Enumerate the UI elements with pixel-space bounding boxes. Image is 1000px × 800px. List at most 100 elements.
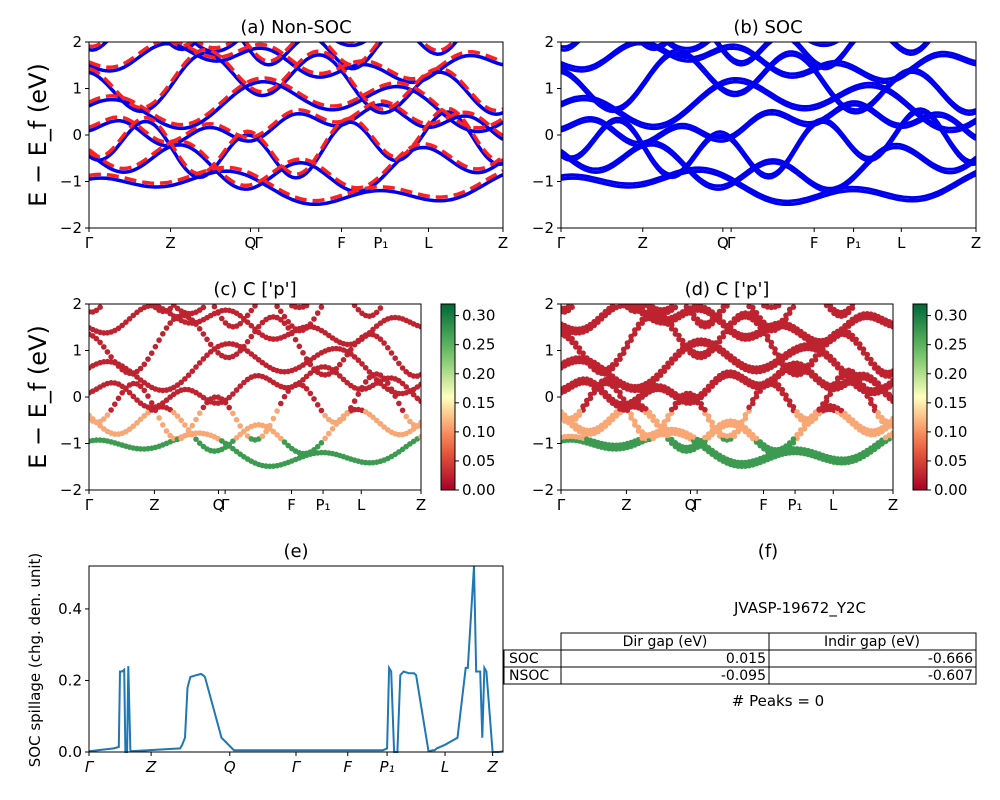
projected-point (314, 402, 321, 408)
projected-point (303, 373, 310, 380)
projected-point (337, 373, 343, 379)
projected-point (399, 365, 406, 371)
projected-point (303, 304, 310, 309)
panel-b-ticks: 210−1−2Γ Z QΓ F P₁ L Z (532, 33, 981, 252)
colorbar-tick-label: 0.20 (462, 365, 495, 383)
projected-point (219, 315, 225, 322)
projected-point (348, 405, 354, 411)
projected-point (344, 410, 351, 417)
projected-point (196, 440, 203, 447)
projected-point (584, 397, 590, 404)
projected-point (318, 407, 325, 414)
projected-point (340, 376, 347, 383)
projected-point (182, 432, 188, 439)
projected-point (259, 433, 266, 440)
x-tick-label: Z (971, 234, 981, 252)
projected-point (104, 349, 111, 355)
y-tick-label: 2 (72, 295, 82, 313)
projected-point (373, 309, 380, 316)
projected-point (285, 318, 292, 325)
projected-point (362, 379, 369, 385)
projected-point (403, 384, 410, 390)
x-tick-label: Z (888, 496, 898, 514)
projected-point (193, 364, 199, 370)
panel-e-title: (e) (283, 541, 308, 562)
projected-point (300, 377, 306, 383)
projected-point (392, 355, 399, 362)
x-tick-label: Z (165, 234, 175, 252)
x-tick-label: Γ (221, 496, 230, 514)
projected-point (377, 336, 384, 343)
band-line (89, 110, 503, 180)
panel-e-ylabel: SOC spillage (chg. den. unit) (26, 553, 44, 768)
projected-point (868, 356, 874, 363)
projected-point (396, 400, 402, 407)
projected-point (632, 327, 638, 333)
projected-point (779, 357, 786, 364)
panel-a-ylabel: E − E_f (eV) (24, 63, 52, 207)
x-tick-label: L (441, 758, 449, 776)
projected-point (355, 357, 362, 364)
projected-point (182, 422, 188, 428)
projected-point (709, 419, 715, 426)
x-tick-label: Γ (85, 496, 94, 514)
x-tick-label: Z (416, 496, 426, 514)
x-tick-label: F (343, 758, 352, 776)
table-cell-value: 0.015 (726, 651, 766, 667)
projected-point (790, 404, 797, 410)
projected-point (786, 398, 793, 404)
projected-point (237, 383, 243, 390)
projected-point (289, 323, 295, 329)
projected-point (226, 404, 232, 411)
projected-point (399, 407, 406, 414)
x-tick-label: Z (487, 758, 499, 776)
panel-c-ylabel: E − E_f (eV) (24, 325, 52, 469)
projected-point (141, 413, 148, 419)
projected-point (355, 391, 362, 398)
y-tick-label: −1 (60, 435, 82, 453)
projected-point (731, 429, 738, 436)
colorbar-tick-label: 0.25 (934, 336, 967, 354)
x-tick-label: L (357, 496, 366, 514)
projected-point (665, 413, 671, 419)
band-line (561, 143, 976, 194)
x-tick-label: Γ (557, 496, 566, 514)
projected-point (215, 310, 221, 316)
projected-point (853, 336, 859, 343)
x-tick-label: P₁ (316, 496, 331, 514)
projected-point (241, 379, 247, 386)
projected-point (812, 411, 819, 418)
projected-point (359, 361, 365, 367)
projected-point (145, 356, 151, 362)
colorbar-tick-label: 0.20 (934, 365, 967, 383)
projected-point (702, 406, 708, 413)
projected-point (373, 377, 380, 383)
x-tick-label: F (810, 234, 819, 252)
projected-point (112, 359, 118, 365)
projected-point (698, 401, 704, 407)
projected-point (126, 316, 133, 322)
projected-point (244, 312, 251, 319)
panel-c-ticks: 210−1−2Γ Z QΓ F P₁ L Z (60, 295, 426, 514)
projected-point (569, 335, 575, 342)
projected-point (278, 317, 284, 323)
band-line (89, 103, 503, 148)
projected-point (635, 321, 642, 328)
projected-point (178, 417, 184, 424)
projected-point (196, 360, 203, 366)
projected-point (185, 428, 192, 435)
projected-point (196, 326, 203, 332)
projected-point (193, 436, 199, 443)
projected-point (823, 394, 830, 401)
projected-point (348, 346, 354, 353)
y-tick-label: 1 (72, 342, 82, 360)
projected-point (137, 365, 144, 372)
y-tick-label: 2 (72, 33, 82, 51)
projected-point (126, 389, 133, 396)
projected-point (679, 337, 686, 344)
projected-point (311, 447, 317, 453)
projected-point (123, 319, 129, 326)
projected-point (654, 418, 660, 425)
panel-e-frame (88, 565, 504, 753)
projected-point (359, 336, 365, 342)
